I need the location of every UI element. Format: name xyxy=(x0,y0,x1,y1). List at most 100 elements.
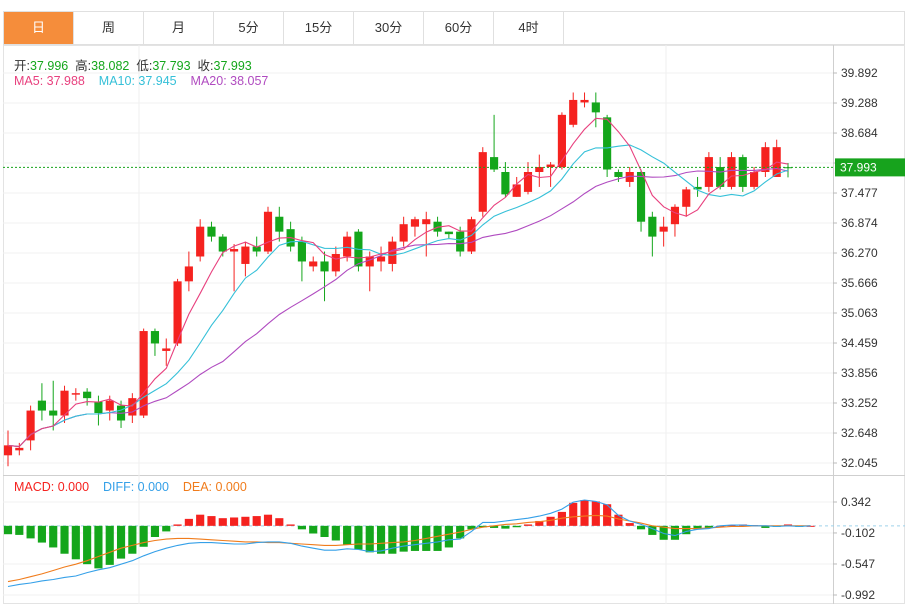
open-label: 开: xyxy=(14,59,30,73)
macd-histogram-bar xyxy=(94,525,103,569)
candle-body xyxy=(557,114,566,168)
candle-body xyxy=(636,172,646,222)
macd-histogram-bar xyxy=(207,516,216,526)
macd-histogram-bar xyxy=(263,514,273,526)
ma5-value: 37.988 xyxy=(46,74,85,88)
ma20-readout: MA20: 38.057 xyxy=(191,74,269,88)
candle-body xyxy=(422,219,431,225)
candle-body xyxy=(263,211,273,252)
chart-frame xyxy=(3,45,905,604)
macd-histogram-bar xyxy=(501,525,510,529)
price-tick-label: 37.477 xyxy=(841,186,878,200)
candle-body xyxy=(670,206,680,225)
tab-30min[interactable]: 30分 xyxy=(354,12,424,44)
macd-histogram-bar xyxy=(410,525,420,551)
candle-body xyxy=(716,167,725,187)
macd-histogram-bar xyxy=(670,525,680,540)
candle-body xyxy=(614,172,623,177)
ma20-label: MA20: xyxy=(190,74,231,88)
macd-histogram-bar xyxy=(173,524,182,526)
macd-readout: MACD: 0.000 DIFF: 0.000 DEA: 0.000 xyxy=(14,480,247,494)
candle-body xyxy=(399,224,408,242)
macd-histogram-bar xyxy=(252,516,261,526)
macd-histogram-bar xyxy=(162,525,171,532)
candle-body xyxy=(207,226,216,237)
diff-label: DIFF: xyxy=(102,480,138,494)
candle-body xyxy=(388,241,397,264)
macd-histogram-bar xyxy=(693,525,702,530)
macd-histogram-bar xyxy=(139,525,148,547)
price-tick-label: 36.270 xyxy=(841,246,878,260)
macd-histogram-bar xyxy=(704,525,713,528)
candle-body xyxy=(252,246,261,252)
macd-histogram-bar xyxy=(636,525,646,530)
tab-5min[interactable]: 5分 xyxy=(214,12,284,44)
candle-body xyxy=(71,393,80,395)
tab-month[interactable]: 月 xyxy=(144,12,214,44)
macd-histogram-bar xyxy=(478,525,487,528)
chart-area[interactable]: 39.89239.28838.68438.08137.47736.87436.2… xyxy=(3,45,905,605)
price-tick-label: 36.874 xyxy=(841,216,878,230)
tab-4hour[interactable]: 4时 xyxy=(494,12,564,44)
period-tabs: 日 周 月 5分 15分 30分 60分 4时 xyxy=(3,11,905,45)
price-tick-label: 39.288 xyxy=(841,96,878,110)
candle-body xyxy=(297,241,306,262)
candle-body xyxy=(738,157,747,187)
macd-histogram-bar xyxy=(128,525,137,554)
macd-label: MACD: xyxy=(14,480,58,494)
candle-body xyxy=(241,246,250,264)
macd-histogram-bar xyxy=(557,511,566,526)
macd-histogram-bar xyxy=(761,525,770,528)
price-tick-label: 38.684 xyxy=(841,126,878,140)
macd-histogram-bar xyxy=(783,524,793,526)
tab-15min[interactable]: 15分 xyxy=(284,12,354,44)
candle-body xyxy=(444,231,453,235)
candle-body xyxy=(49,410,58,416)
macd-histogram-bar xyxy=(230,517,239,526)
macd-tick-label: -0.102 xyxy=(841,526,875,540)
diff-line xyxy=(7,499,811,588)
ma20-line xyxy=(7,167,789,448)
candle-body xyxy=(275,216,284,232)
close-label: 收: xyxy=(197,59,214,73)
price-tick-label: 34.459 xyxy=(841,336,878,350)
macd-histogram-bar xyxy=(320,525,329,537)
macd-histogram-bar xyxy=(490,525,499,528)
macd-histogram-bar xyxy=(388,525,397,554)
macd-histogram-bar xyxy=(512,525,521,528)
price-tick-label: 33.856 xyxy=(841,366,878,380)
tab-day[interactable]: 日 xyxy=(4,12,74,44)
tab-60min[interactable]: 60分 xyxy=(424,12,494,44)
macd-histogram-bar xyxy=(343,525,352,545)
macd-histogram-bar xyxy=(535,520,544,526)
ma10-line xyxy=(7,144,789,448)
candle-body xyxy=(184,266,193,282)
candle-body xyxy=(750,172,759,187)
macd-tick-label: -0.992 xyxy=(841,588,875,602)
current-price-tag xyxy=(835,158,905,177)
macd-histogram-bar xyxy=(648,525,657,535)
candle-body xyxy=(150,331,160,344)
macd-histogram-bar xyxy=(433,525,442,551)
macd-tick-label: -0.547 xyxy=(841,557,875,571)
macd-histogram-bar xyxy=(26,525,35,539)
candle-body xyxy=(173,281,182,344)
macd-histogram-bar xyxy=(546,516,555,526)
candle-body xyxy=(693,186,702,190)
candle-body xyxy=(727,157,736,187)
candle-body xyxy=(569,99,578,125)
macd-histogram-bar xyxy=(659,525,668,540)
macd-histogram-bar xyxy=(603,504,612,526)
candle-body xyxy=(648,216,657,237)
macd-histogram-bar xyxy=(275,518,284,526)
candlestick-chart[interactable]: 39.89239.28838.68438.08137.47736.87436.2… xyxy=(3,45,905,605)
high-label: 高: xyxy=(75,59,92,73)
candle-body xyxy=(591,102,600,113)
candle-body xyxy=(410,219,420,227)
tab-week[interactable]: 周 xyxy=(74,12,144,44)
price-tick-label: 32.045 xyxy=(841,456,878,470)
candle-body xyxy=(546,164,555,168)
candle-body xyxy=(94,401,103,414)
macd-histogram-bar xyxy=(196,514,205,526)
candle-body xyxy=(490,157,499,170)
